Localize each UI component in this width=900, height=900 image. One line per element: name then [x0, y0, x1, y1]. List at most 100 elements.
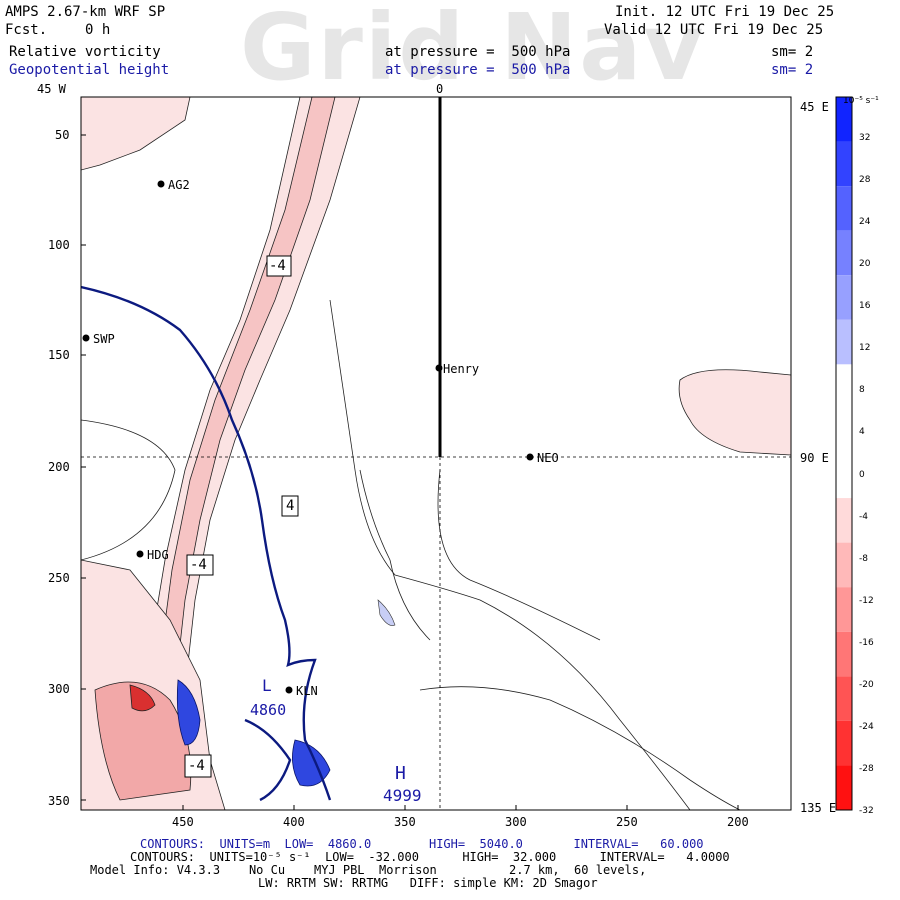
- station-dot-kln: [285, 686, 293, 694]
- var1-level: at pressure = 500 hPa: [385, 44, 571, 60]
- height-low-marker: L: [262, 676, 272, 695]
- colorbar-tick-label: -8: [859, 553, 868, 564]
- colorbar-bin: [836, 765, 852, 810]
- height-contour-sw: [244, 718, 292, 802]
- contour-label-b: [281, 495, 299, 517]
- colorbar-bin: [836, 631, 852, 677]
- colorbar-bin: [836, 97, 852, 142]
- var2-name: Geopotential height: [9, 62, 170, 78]
- colorbar-tick-label: 4: [859, 427, 865, 438]
- y-tick-300: 300: [48, 682, 70, 696]
- x-tick-250: 250: [616, 815, 638, 829]
- y-tick-150: 150: [48, 348, 70, 362]
- colorbar-tick-label: 24: [859, 217, 871, 228]
- colorbar-bin: [836, 676, 852, 721]
- x-tick-400: 400: [283, 815, 305, 829]
- colorbar-bin: [836, 319, 852, 365]
- vort-contour-5: [81, 419, 176, 561]
- colorbar-tick-label: 20: [859, 259, 871, 270]
- station-hdg: HDG: [147, 548, 169, 562]
- station-dot-henry: [435, 364, 443, 372]
- colorbar-frame: [835, 96, 853, 811]
- station-dot-swp: [82, 334, 90, 342]
- colorbar-bin: [836, 275, 852, 320]
- vort-contour-1: [329, 299, 691, 810]
- top-label-45w: 45 W: [37, 82, 66, 96]
- footer-vort-contours: CONTOURS: UNITS=10⁻⁵ s⁻¹ LOW= -32.000 HI…: [130, 850, 730, 864]
- colorbar-tick-label: -32: [859, 806, 874, 816]
- colorbar-tick-label: -24: [859, 721, 874, 732]
- colorbar-tick-label: -16: [859, 637, 874, 648]
- colorbar-bin: [836, 408, 852, 454]
- y-tick-200: 200: [48, 460, 70, 474]
- right-label-45e: 45 E: [800, 100, 829, 114]
- footer-height-contours: CONTOURS: UNITS=m LOW= 4860.0 HIGH= 5040…: [140, 837, 704, 851]
- top-label-0: 0: [436, 82, 444, 96]
- colorbar-tick-label: -20: [859, 679, 874, 690]
- pos-vort-core-1: [176, 679, 201, 746]
- valid-time: Valid 12 UTC Fri 19 Dec 25: [604, 22, 824, 38]
- colorbar-tick-label: -28: [859, 763, 874, 774]
- colorbar-bin: [836, 230, 852, 276]
- colorbar-tick-label: -4: [859, 511, 868, 522]
- pos-vort-weak: [377, 599, 396, 626]
- neg-vort-max: [129, 684, 156, 712]
- neg-vort-sw-strong: [94, 681, 192, 801]
- y-tick-100: 100: [48, 238, 70, 252]
- height-contour: [81, 285, 332, 801]
- colorbar-bin: [836, 720, 852, 766]
- contour-label-text-d: -4: [188, 758, 205, 774]
- right-label-135e: 135 E: [800, 801, 837, 815]
- y-tick-350: 350: [48, 794, 70, 808]
- colorbar-tick-label: 0: [859, 469, 865, 480]
- footer-model-info: Model Info: V4.3.3 No Cu MYJ PBL Morriso…: [90, 863, 647, 877]
- station-dot-ag2: [157, 180, 165, 188]
- colorbar-tick-label: 32: [859, 133, 871, 143]
- contour-label-a: [266, 255, 292, 277]
- right-label-90e: 90 E: [800, 451, 829, 465]
- y-tick-50: 50: [55, 128, 70, 142]
- contour-label-text-b: 4: [286, 498, 295, 514]
- contour-label-d: [184, 754, 212, 778]
- x-tick-300: 300: [505, 815, 527, 829]
- x-tick-450: 450: [172, 815, 194, 829]
- x-tick-200: 200: [727, 815, 749, 829]
- colorbar-unit: 10⁻⁵ s⁻¹: [843, 96, 879, 106]
- vort-contour-4: [419, 686, 741, 810]
- colorbar-tick-label: 16: [859, 301, 871, 312]
- vort-contour-2: [437, 469, 601, 641]
- station-ag2: AG2: [168, 178, 190, 192]
- station-neo: NEO: [537, 451, 559, 465]
- contour-label-text-c: -4: [190, 557, 207, 573]
- colorbar-tick-label: 8: [859, 385, 865, 396]
- contour-label-text-a: -4: [269, 258, 286, 274]
- station-henry: Henry: [443, 362, 480, 376]
- colorbar-tick-label: -12: [859, 595, 874, 606]
- height-low-value: 4860: [250, 701, 287, 719]
- height-high-marker: H: [395, 763, 406, 784]
- model-title: AMPS 2.67-km WRF SP: [5, 4, 166, 20]
- axis-ticks: [81, 134, 739, 810]
- colorbar-bin: [836, 364, 852, 409]
- station-dot-neo: [526, 453, 534, 461]
- colorbar-bin: [836, 186, 852, 231]
- forecast-value: 0 h: [85, 22, 111, 38]
- plot-frame: [80, 96, 792, 811]
- x-tick-350: 350: [394, 815, 416, 829]
- colorbar-bin: [836, 141, 852, 187]
- y-tick-250: 250: [48, 571, 70, 585]
- colorbar-tick-label: 12: [859, 343, 871, 354]
- colorbar-bin: [836, 453, 852, 499]
- init-time: Init. 12 UTC Fri 19 Dec 25: [615, 4, 835, 20]
- station-kln: KLN: [296, 684, 318, 698]
- neg-vort-nw: [81, 97, 191, 171]
- var2-smooth: sm= 2: [771, 62, 814, 78]
- colorbar-bin: [836, 587, 852, 632]
- colorbar-bin: [836, 542, 852, 588]
- var2-level: at pressure = 500 hPa: [385, 62, 571, 78]
- forecast-label: Fcst.: [5, 22, 48, 38]
- watermark: Grid Nav: [240, 0, 706, 101]
- var1-smooth: sm= 2: [771, 44, 814, 60]
- vort-contour-3: [359, 469, 431, 641]
